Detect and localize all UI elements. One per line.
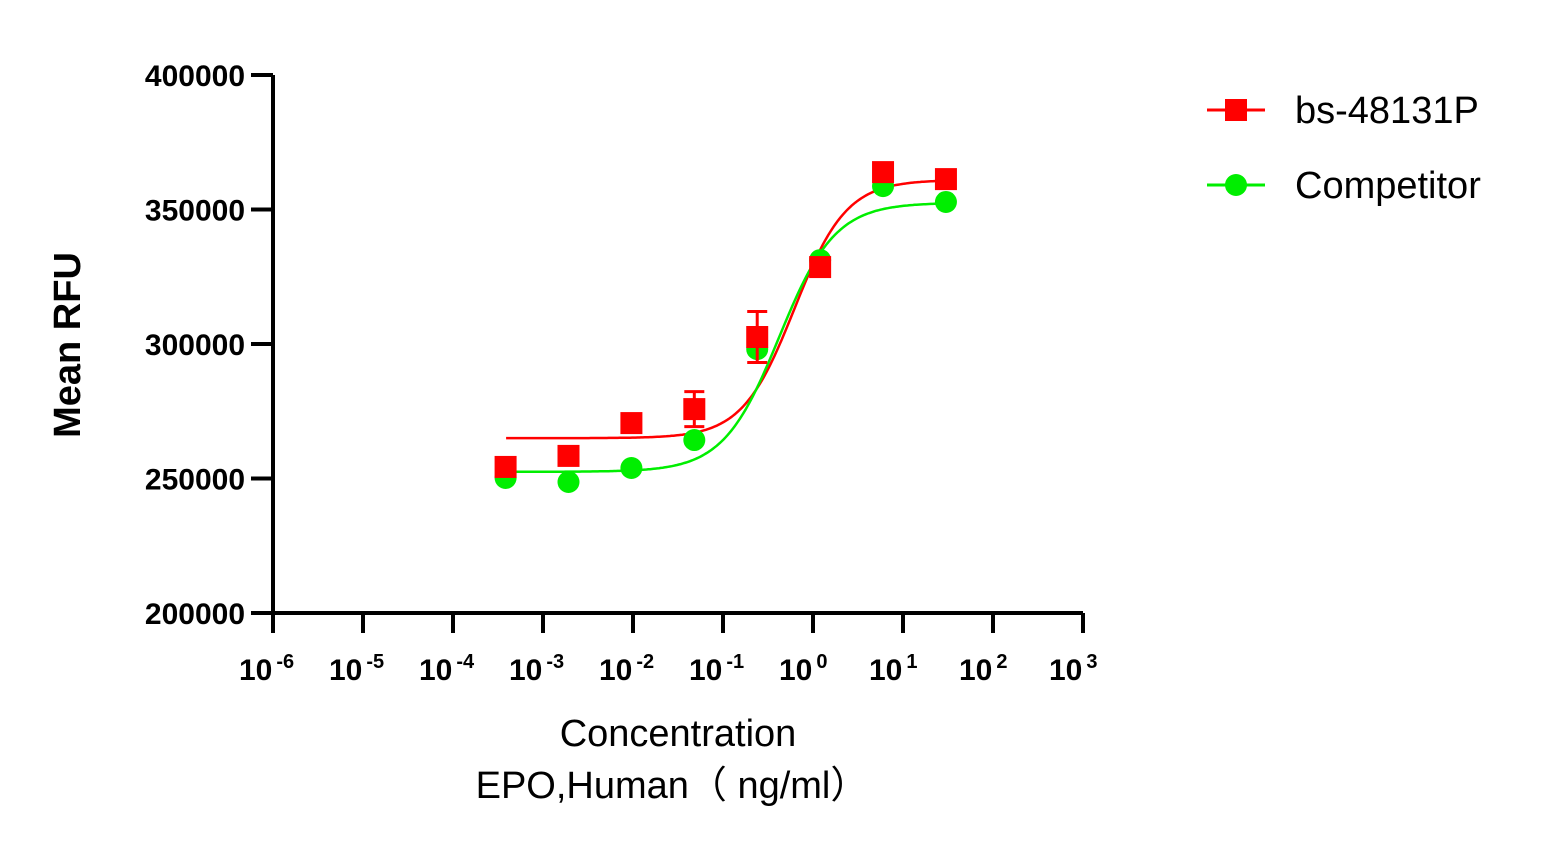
x-tick-label: 10 1: [869, 651, 918, 687]
y-tick-label: 300000: [145, 329, 245, 362]
x-tick-label: 10 2: [959, 651, 1008, 687]
x-tick-label: 10 -4: [419, 651, 475, 687]
fit-curve-competitor: [506, 202, 946, 474]
legend-marker-circle: [1225, 174, 1247, 196]
fit-curve-bs-48131p: [506, 179, 946, 440]
y-tick-label: 250000: [145, 464, 245, 497]
data-point-circle: [683, 429, 706, 452]
x-tick-label: 10 -3: [509, 651, 564, 687]
x-tick-label: 10 -5: [329, 651, 384, 687]
x-tick-label: 10 0: [779, 651, 828, 687]
data-point-circle: [934, 190, 957, 213]
x-tick-label: 10 -2: [599, 651, 654, 687]
y-tick-label: 200000: [145, 598, 245, 631]
legend: bs-48131P Competitor: [1207, 90, 1481, 207]
data-point-square: [934, 168, 957, 191]
x-tick-label: 10 3: [1049, 651, 1098, 687]
y-axis-label: Mean RFU: [47, 252, 89, 438]
axes: 200000 250000 300000 350000 400000 10 -6 10 -5 10…: [145, 60, 1098, 687]
x-tick-label: 10 -6: [239, 651, 294, 687]
data-point-circle: [620, 457, 643, 480]
data-point-square: [557, 444, 580, 467]
fit-curves: [506, 179, 946, 474]
legend-label: bs-48131P: [1295, 90, 1479, 132]
y-tick-label: 350000: [145, 195, 245, 228]
x-axis-label-line2: EPO,Human（ ng/ml）: [476, 765, 869, 807]
legend-marker-square: [1225, 99, 1247, 121]
data-point-circle: [557, 470, 580, 493]
data-point-square: [809, 256, 832, 279]
data-points: [494, 161, 957, 493]
x-tick-label: 10 -1: [689, 651, 744, 687]
data-point-square: [620, 412, 643, 435]
x-axis-label-line1: Concentration: [560, 713, 797, 755]
data-point-square: [872, 161, 895, 184]
legend-label: Competitor: [1295, 165, 1481, 207]
data-point-square: [683, 398, 706, 421]
data-point-square: [746, 326, 769, 349]
data-point-square: [494, 455, 517, 478]
y-tick-label: 400000: [145, 60, 245, 93]
